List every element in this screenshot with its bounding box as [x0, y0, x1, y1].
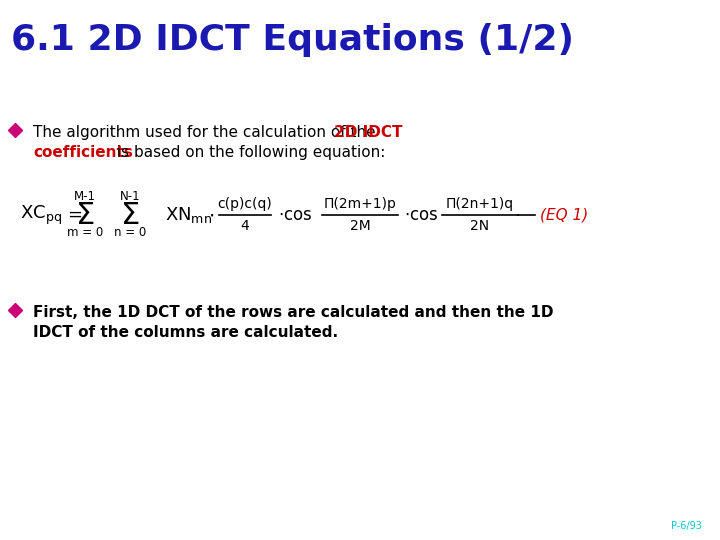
Text: 2D IDCT: 2D IDCT — [334, 125, 402, 140]
Text: 2M: 2M — [350, 219, 370, 233]
Text: 第六章：FPGA低級與軟硜介面設計: 第六章：FPGA低級與軟硜介面設計 — [316, 522, 404, 530]
Text: 2N: 2N — [470, 219, 490, 233]
Text: The algorithm used for the calculation of the: The algorithm used for the calculation o… — [33, 125, 380, 140]
Text: $\mathregular{XN_{mn}}$: $\mathregular{XN_{mn}}$ — [165, 205, 212, 225]
Text: M-1: M-1 — [74, 191, 96, 204]
Text: Π(2n+1)q: Π(2n+1)q — [446, 197, 514, 211]
Text: 4: 4 — [240, 219, 249, 233]
Text: N-1: N-1 — [120, 191, 140, 204]
Text: IDCT of the columns are calculated.: IDCT of the columns are calculated. — [33, 325, 338, 340]
Text: m = 0: m = 0 — [67, 226, 103, 240]
Text: $\mathregular{XC_{pq}}$: $\mathregular{XC_{pq}}$ — [20, 204, 62, 227]
Text: =: = — [68, 206, 89, 224]
Text: First, the 1D DCT of the rows are calculated and then the 1D: First, the 1D DCT of the rows are calcul… — [33, 305, 554, 320]
Text: $\Sigma$: $\Sigma$ — [120, 200, 140, 230]
Text: n = 0: n = 0 — [114, 226, 146, 240]
Text: $\Sigma$: $\Sigma$ — [76, 200, 95, 230]
Text: $\cdot$: $\cdot$ — [208, 206, 214, 225]
Text: c(p)c(q): c(p)c(q) — [217, 197, 272, 211]
Text: $\cdot$cos: $\cdot$cos — [404, 206, 438, 224]
Text: Π(2m+1)p: Π(2m+1)p — [323, 197, 397, 211]
Text: is based on the following equation:: is based on the following equation: — [112, 145, 385, 160]
Text: 6.1 2D IDCT Equations (1/2): 6.1 2D IDCT Equations (1/2) — [11, 23, 574, 57]
Text: $\cdot$cos: $\cdot$cos — [278, 206, 312, 224]
Text: (EQ 1): (EQ 1) — [540, 207, 588, 222]
Text: coefficients: coefficients — [33, 145, 133, 160]
Text: P-6/93: P-6/93 — [671, 521, 702, 531]
Text: 教育部顧問室PAL導向型系統模擬軟硜體整合設計: 教育部顧問室PAL導向型系統模擬軟硜體整合設計 — [7, 522, 122, 530]
